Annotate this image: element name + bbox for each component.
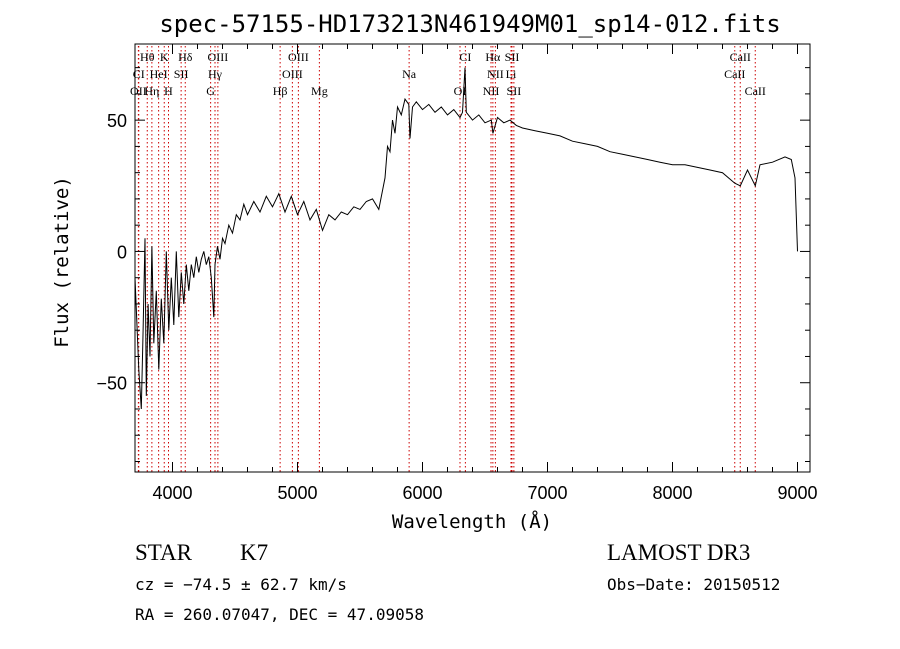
spectral-line-label: HeI <box>150 67 168 81</box>
spectral-line-label: CaII <box>745 84 766 98</box>
chart-title: spec-57155-HD173213N461949M01_sp14-012.f… <box>159 10 780 38</box>
x-tick-label: 6000 <box>402 483 442 503</box>
axis-ticks: 4000 5000 6000 7000 8000 9000 −50 0 50 <box>96 44 818 503</box>
spectral-line-label: SII <box>505 50 520 64</box>
spectral-line-label: G <box>206 84 215 98</box>
x-axis-label: Wavelength (Å) <box>392 510 552 533</box>
spectral-line-markers <box>137 46 756 472</box>
spectral-line-label: Hα <box>485 50 501 64</box>
spectral-line-label: Hδ <box>178 50 193 64</box>
plot-frame <box>134 43 811 473</box>
y-axis-label: Flux (relative) <box>51 176 73 348</box>
spectral-line-label: Hθ <box>140 50 155 64</box>
spectral-line-label: CaII <box>724 67 745 81</box>
spectral-line-label: CI <box>133 67 145 81</box>
spectral-line-label: OII <box>130 84 147 98</box>
spectral-line-label: Hγ <box>208 67 223 81</box>
coordinates: RA = 260.07047, DEC = 47.09058 <box>135 605 424 624</box>
x-tick-label: 7000 <box>527 483 567 503</box>
x-tick-label: 5000 <box>277 483 317 503</box>
spectral-line-label: K <box>160 50 169 64</box>
spectral-line-label: SII <box>174 67 189 81</box>
redshift-velocity: cz = −74.5 ± 62.7 km/s <box>135 575 347 594</box>
object-class: STAR <box>135 540 193 565</box>
x-tick-label: 8000 <box>652 483 692 503</box>
survey-name: LAMOST DR3 <box>607 540 750 565</box>
spectral-line-label: SII <box>507 84 522 98</box>
spectral-line-label: OIII <box>282 67 303 81</box>
spectral-line-label: NII <box>487 67 504 81</box>
spectral-line-label: OIII <box>288 50 309 64</box>
x-tick-label: 4000 <box>152 483 192 503</box>
y-tick-label: 50 <box>107 111 127 131</box>
y-tick-label: 0 <box>117 242 127 262</box>
spectral-line-label: CI <box>459 50 471 64</box>
spectral-line-label: Hη <box>144 84 159 98</box>
object-subclass: K7 <box>240 540 268 565</box>
spectral-line-label: H <box>164 84 173 98</box>
spectral-line-label: OIII <box>208 50 229 64</box>
spectral-line-label: Hβ <box>273 84 288 98</box>
x-tick-label: 9000 <box>777 483 817 503</box>
spectrum-series-line <box>134 67 798 410</box>
spectral-line-label: Li <box>506 67 517 81</box>
spectral-line-labels: Hθ K Hδ OIII OIII CI Hα SII CaII CI HeI SII Hγ OIII Na… <box>130 50 766 98</box>
y-tick-label: −50 <box>96 374 127 394</box>
spectral-line-label: NII <box>483 84 500 98</box>
spectral-line-label: Mg <box>311 84 328 98</box>
observation-date: Obs−Date: 20150512 <box>607 575 780 594</box>
spectral-line-label: Na <box>402 67 417 81</box>
spectral-line-label: CaII <box>730 50 751 64</box>
